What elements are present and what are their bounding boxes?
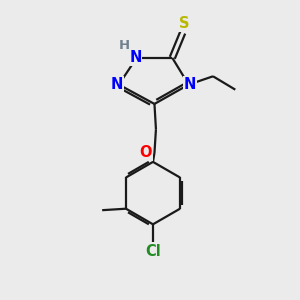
Text: S: S (179, 16, 189, 31)
Text: N: N (129, 50, 142, 65)
Text: Cl: Cl (145, 244, 161, 259)
Text: O: O (139, 146, 152, 160)
Text: H: H (118, 40, 130, 52)
Text: N: N (184, 77, 196, 92)
Text: N: N (111, 77, 124, 92)
